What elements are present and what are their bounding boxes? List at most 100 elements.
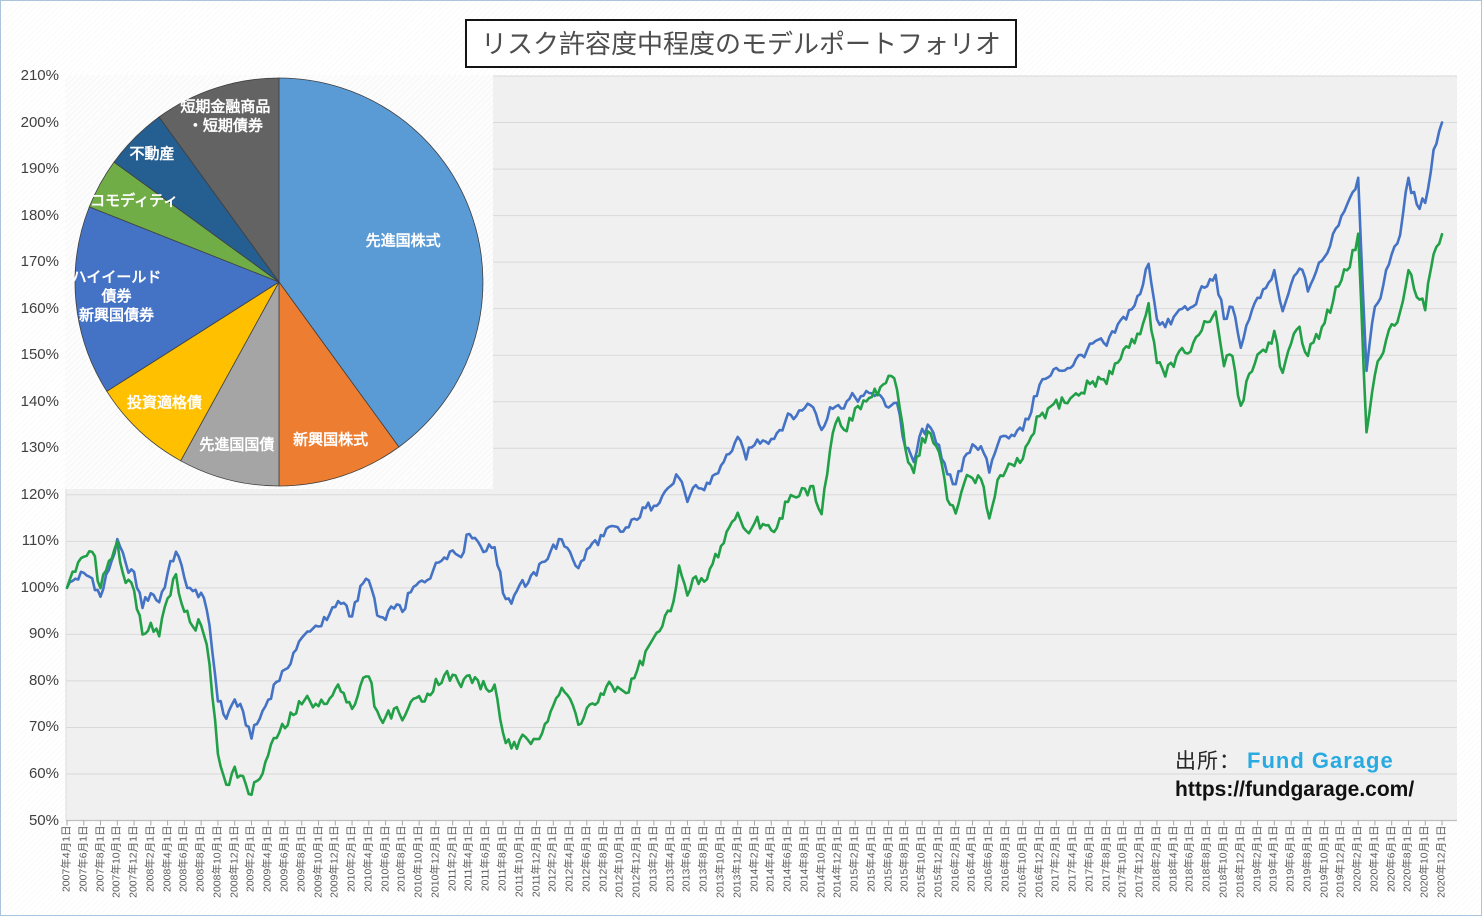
x-axis-label: 2013年6月1日	[680, 825, 693, 893]
y-axis-label: 110%	[21, 532, 59, 550]
y-axis-label: 120%	[20, 485, 59, 503]
x-axis-label: 2020年8月1日	[1401, 825, 1414, 893]
x-axis-label: 2018年12月1日	[1234, 825, 1247, 898]
x-axis-label: 2019年2月1日	[1251, 825, 1264, 893]
x-axis-label: 2007年8月1日	[94, 825, 107, 893]
x-axis-label: 2008年8月1日	[194, 825, 207, 893]
x-axis-label: 2015年4月1日	[865, 825, 878, 893]
x-axis-label: 2019年12月1日	[1334, 825, 1347, 898]
y-axis-label: 90%	[28, 625, 59, 643]
x-axis-label: 2009年4月1日	[261, 825, 274, 893]
x-axis-label: 2019年4月1日	[1267, 825, 1280, 893]
series-blue-line	[65, 121, 1444, 740]
x-axis-label: 2012年2月1日	[546, 825, 559, 893]
x-axis-label: 2014年12月1日	[831, 825, 844, 898]
source-line: 出所： Fund Garage	[1175, 745, 1414, 775]
pie-slice-label: 投資適格債	[126, 394, 202, 412]
x-axis-label: 2008年6月1日	[177, 825, 190, 893]
x-axis-label: 2008年12月1日	[228, 825, 241, 898]
x-axis-label: 2010年6月1日	[379, 825, 392, 893]
x-axis-label: 2019年8月1日	[1301, 825, 1314, 893]
pie-slice-2	[180, 281, 280, 487]
x-axis-label: 2013年2月1日	[647, 825, 660, 893]
y-axis-label: 200%	[20, 113, 59, 131]
x-axis-label: 2015年12月1日	[932, 825, 945, 898]
pie-slice-3	[106, 281, 280, 462]
x-axis-label: 2011年4月1日	[462, 825, 475, 892]
x-axis-label: 2018年2月1日	[1150, 825, 1163, 893]
x-axis-label: 2012年6月1日	[580, 825, 593, 893]
y-axis-label: 150%	[20, 346, 59, 364]
x-axis-label: 2009年8月1日	[295, 825, 308, 893]
y-axis-label: 140%	[20, 392, 59, 410]
x-axis-label: 2014年10月1日	[815, 825, 828, 898]
x-axis-label: 2017年12月1日	[1133, 825, 1146, 898]
x-axis-label: 2010年4月1日	[362, 825, 375, 893]
pie-slice-label: 不動産	[129, 145, 175, 163]
source-url: https://fundgarage.com/	[1175, 778, 1415, 801]
x-axis-label: 2008年10月1日	[211, 825, 224, 898]
pie-slice-label: 先進国国債	[199, 436, 275, 454]
x-axis-label: 2016年4月1日	[965, 825, 978, 893]
x-axis-label: 2020年10月1日	[1418, 825, 1431, 898]
pie-slice-label: 短期金融商品 ・短期債券	[180, 98, 271, 135]
y-axis-label: 160%	[20, 299, 59, 317]
x-axis-label: 2011年2月1日	[446, 825, 459, 892]
x-axis-label: 2010年10月1日	[412, 825, 425, 898]
x-axis-label: 2011年6月1日	[479, 825, 492, 892]
x-axis-ticks	[66, 820, 1443, 826]
series-green-line	[65, 232, 1444, 797]
x-axis-label: 2009年12月1日	[328, 825, 341, 898]
x-axis-label: 2008年2月1日	[144, 825, 157, 893]
pie-slice-0	[278, 77, 484, 448]
pie-chart-inset: 先進国株式 新興国株式 先進国国債 投資適格債 ハイイールド 債券 新興国債券 コモディテ…	[65, 75, 493, 489]
x-axis-label: 2015年8月1日	[898, 825, 911, 893]
source-name: Fund Garage	[1247, 748, 1394, 773]
x-axis-label: 2018年8月1日	[1200, 825, 1213, 893]
y-axis-label: 210%	[20, 67, 59, 84]
y-axis-label: 80%	[28, 671, 59, 689]
x-axis-label: 2016年2月1日	[949, 825, 962, 893]
x-axis-label: 2012年4月1日	[563, 825, 576, 893]
y-axis-label: 70%	[28, 718, 59, 736]
chart-title: リスク許容度中程度のモデルポートフォリオ	[464, 19, 1018, 68]
x-axis-label: 2014年6月1日	[781, 825, 794, 893]
x-axis-label: 2016年10月1日	[1016, 825, 1029, 898]
pie-slice-7	[158, 77, 280, 284]
x-axis-label: 2007年12月1日	[127, 825, 140, 898]
x-axis-label: 2019年6月1日	[1284, 825, 1297, 893]
x-axis-label: 2010年2月1日	[345, 825, 358, 893]
x-axis-label: 2017年6月1日	[1083, 825, 1096, 893]
x-axis-label: 2013年10月1日	[714, 825, 727, 898]
x-axis-label: 2016年6月1日	[982, 825, 995, 893]
x-axis-label: 2014年4月1日	[764, 825, 777, 893]
x-axis-label: 2012年12月1日	[630, 825, 643, 898]
y-axis-label: 50%	[28, 811, 59, 829]
x-axis-label: 2013年4月1日	[664, 825, 677, 893]
source-attribution: 出所： Fund Garage https://fundgarage.com/	[1175, 745, 1414, 802]
x-axis-label: 2010年8月1日	[395, 825, 408, 893]
x-axis-label: 2008年4月1日	[161, 825, 174, 893]
x-axis-label: 2011年10月1日	[513, 825, 526, 898]
pie-slice-label: ハイイールド 債券 新興国債券	[71, 269, 162, 324]
x-axis-label: 2007年4月1日	[60, 825, 73, 893]
x-axis-label: 2015年10月1日	[915, 825, 928, 898]
x-axis-label: 2017年8月1日	[1100, 825, 1113, 893]
y-axis-label: 100%	[20, 578, 59, 596]
x-axis-label: 2011年12月1日	[530, 825, 542, 898]
x-axis-label: 2020年2月1日	[1351, 825, 1364, 893]
pie-slice-label: 先進国株式	[365, 232, 441, 250]
x-axis-label: 2019年10月1日	[1318, 825, 1331, 898]
y-axis-label: 190%	[20, 160, 59, 178]
x-axis-label: 2017年2月1日	[1049, 825, 1062, 893]
x-axis-label: 2020年4月1日	[1368, 825, 1381, 893]
x-axis-label: 2017年4月1日	[1066, 825, 1079, 893]
x-axis-label: 2010年12月1日	[429, 825, 442, 898]
x-axis-label: 2016年8月1日	[999, 825, 1012, 893]
x-axis-label: 2009年2月1日	[244, 825, 257, 893]
x-axis-label: 2009年10月1日	[312, 825, 325, 898]
y-axis-label: 170%	[20, 253, 59, 271]
x-axis-label: 2011年8月1日	[496, 825, 509, 892]
x-axis-label: 2013年8月1日	[697, 825, 710, 893]
x-axis-label: 2012年10月1日	[613, 825, 626, 898]
